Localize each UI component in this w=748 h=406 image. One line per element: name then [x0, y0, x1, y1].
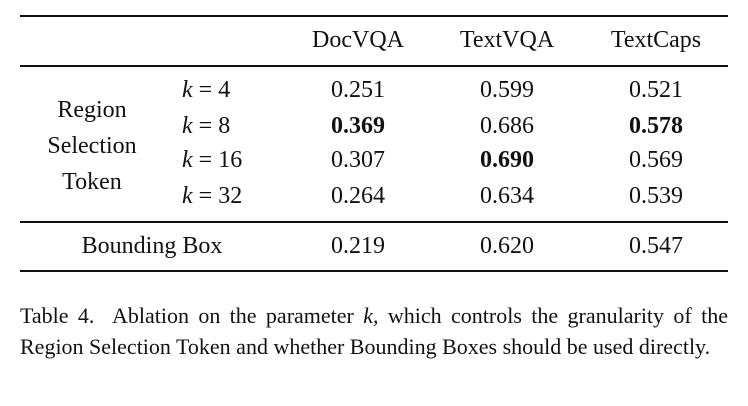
top-rule [20, 15, 728, 17]
row-setting: = 16 [198, 147, 243, 173]
cell: 0.521 [629, 77, 683, 103]
column-header: TextCaps [610, 27, 702, 53]
column-header: TextVQA [459, 27, 555, 53]
cell: 0.620 [480, 233, 534, 259]
cell: 0.539 [629, 183, 683, 209]
caption-text: , which controls the granularity of the … [20, 303, 728, 359]
header-rule [20, 65, 728, 67]
row-param: k [182, 183, 193, 209]
row-param: k [182, 77, 193, 103]
caption-label: Table 4. [20, 303, 95, 328]
column-header: DocVQA [312, 27, 404, 53]
row-label: k = 4 [182, 76, 230, 104]
cell: 0.307 [331, 147, 385, 173]
caption: Table 4. Ablation on the parameter k, wh… [20, 300, 728, 362]
cell: 0.686 [480, 113, 534, 139]
row-label: k = 16 [182, 146, 242, 174]
row-setting: = 8 [198, 113, 231, 139]
cell: 0.547 [629, 233, 683, 259]
cell: 0.219 [331, 233, 385, 259]
cell: 0.690 [480, 147, 534, 173]
row-setting: = 32 [198, 183, 243, 209]
cell: 0.251 [331, 77, 385, 103]
cell: 0.578 [629, 113, 683, 139]
row-label: k = 8 [182, 112, 230, 140]
cell: 0.599 [480, 77, 534, 103]
row-label: Bounding Box [81, 233, 223, 259]
cell: 0.264 [331, 183, 385, 209]
cell: 0.369 [331, 113, 385, 139]
caption-param: k [363, 303, 374, 328]
bottom-rule [20, 270, 728, 272]
cell: 0.634 [480, 183, 534, 209]
row-param: k [182, 113, 193, 139]
group-label: Region Selection Token [47, 97, 137, 195]
row-setting: = 4 [198, 77, 231, 103]
cell: 0.569 [629, 147, 683, 173]
row-label: k = 32 [182, 182, 242, 210]
caption-text: Ablation on the parameter [111, 303, 364, 328]
mid-rule [20, 221, 728, 223]
row-param: k [182, 147, 193, 173]
